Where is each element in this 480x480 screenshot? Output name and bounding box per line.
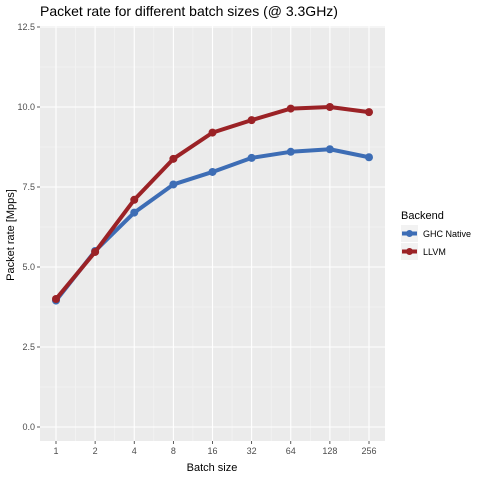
data-point	[130, 208, 139, 217]
x-tick-label: 2	[93, 446, 98, 456]
y-tick-label: 2.5	[22, 342, 35, 352]
data-point	[208, 128, 217, 137]
x-tick-label: 1	[53, 446, 58, 456]
data-point	[91, 247, 100, 256]
y-axis-ticks: 0.0 2.5 5.0 7.5 10.0 12.5	[17, 22, 40, 432]
x-tick-label: 4	[132, 446, 137, 456]
y-tick-label: 0.0	[22, 422, 35, 432]
y-tick-label: 7.5	[22, 182, 35, 192]
data-point	[325, 145, 334, 154]
legend: GHC Native LLVM	[401, 225, 471, 260]
legend-title: Backend	[401, 210, 444, 222]
data-point	[286, 147, 295, 156]
x-tick-label: 32	[247, 446, 257, 456]
legend-label: LLVM	[423, 247, 446, 257]
legend-key-point	[406, 248, 413, 255]
x-tick-label: 8	[171, 446, 176, 456]
data-point	[365, 153, 373, 162]
grid-lines	[40, 26, 385, 441]
y-tick-label: 10.0	[17, 102, 35, 112]
data-point	[247, 153, 256, 162]
data-point	[286, 104, 295, 113]
x-tick-label: 64	[286, 446, 296, 456]
x-tick-label: 128	[322, 446, 337, 456]
series-lines	[52, 103, 373, 305]
y-tick-label: 5.0	[22, 262, 35, 272]
data-point	[365, 108, 373, 117]
x-tick-label: 16	[207, 446, 217, 456]
data-point	[325, 103, 334, 111]
chart-title: Packet rate for different batch sizes (@…	[40, 3, 338, 19]
data-point	[169, 180, 178, 189]
data-point	[130, 195, 139, 204]
y-axis-title: Packet rate [Mpps]	[5, 189, 17, 281]
data-point	[52, 295, 60, 303]
legend-label: GHC Native	[423, 229, 471, 239]
x-axis-title: Batch size	[187, 462, 238, 474]
x-axis-ticks: 1 2 4 8 16 32 64 128 256	[53, 441, 377, 456]
data-point	[208, 167, 217, 176]
y-tick-label: 12.5	[17, 22, 35, 32]
legend-key-point	[406, 230, 413, 237]
data-point	[169, 154, 178, 163]
data-point	[247, 116, 256, 125]
x-tick-label: 256	[361, 446, 376, 456]
